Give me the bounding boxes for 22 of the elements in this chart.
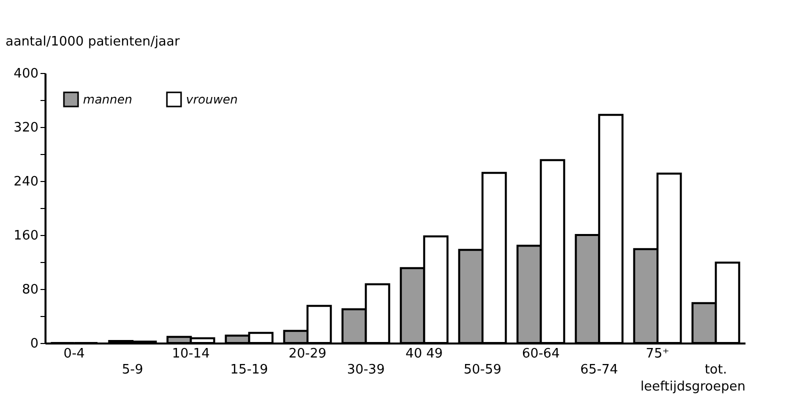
x-tick-label: 0-4	[64, 346, 85, 362]
x-tick-label: 65-74	[580, 362, 618, 378]
legend-label: mannen	[83, 92, 132, 106]
x-tick-label: 15-19	[230, 362, 268, 378]
x-tick-label: 10-14	[172, 346, 210, 362]
y-tick-label: 160	[14, 228, 38, 244]
x-tick-label: 40 49	[406, 346, 443, 362]
y-axis-title: aantal/1000 patienten/jaar	[6, 34, 180, 50]
x-tick-label: tot.	[704, 362, 727, 378]
y-tick-label: 0	[30, 336, 38, 352]
y-tick-label: 240	[14, 174, 38, 190]
y-tick-label: 400	[14, 66, 38, 82]
legend-label: vrouwen	[186, 92, 238, 106]
x-tick-label: 60-64	[522, 346, 560, 362]
y-tick-label: 320	[14, 120, 38, 136]
x-tick-label: 20-29	[288, 346, 326, 362]
y-tick-label: 80	[22, 282, 38, 298]
x-tick-label: 50-59	[464, 362, 502, 378]
x-tick-label: 5-9	[122, 362, 144, 378]
x-axis-title: leeftijdsgroepen	[640, 380, 746, 394]
x-tick-label: 75⁺	[646, 346, 670, 362]
x-tick-label: 30-39	[346, 362, 385, 378]
